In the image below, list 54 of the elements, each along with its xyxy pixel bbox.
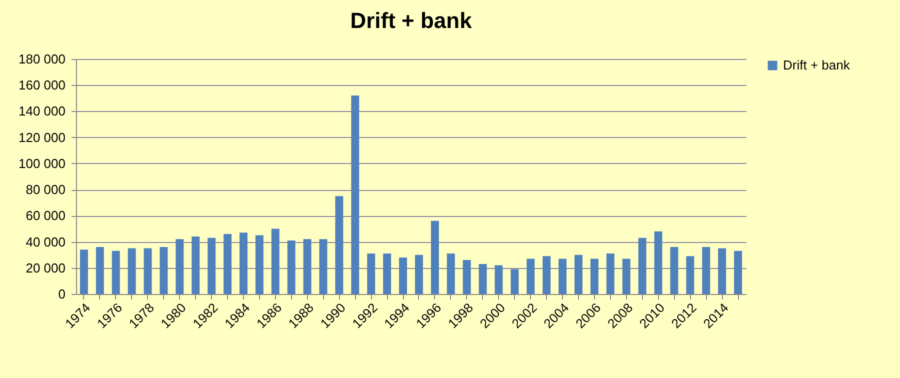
bar — [542, 256, 551, 294]
bar — [702, 247, 710, 294]
y-tick-label: 120 000 — [18, 130, 66, 145]
bar — [462, 260, 471, 294]
bar — [494, 265, 503, 294]
bar — [478, 264, 487, 294]
y-tick-label: 60 000 — [26, 208, 66, 224]
bar — [670, 247, 678, 294]
bar — [510, 269, 519, 294]
bar — [686, 256, 694, 294]
bar — [176, 239, 184, 294]
y-tick-label: 80 000 — [26, 182, 66, 198]
bar — [96, 247, 104, 294]
bar — [160, 247, 168, 294]
bar — [80, 250, 88, 294]
bar — [383, 254, 392, 294]
y-tick-label: 0 — [58, 286, 66, 302]
y-tick-label: 140 000 — [18, 104, 66, 119]
bar — [430, 220, 439, 294]
bar — [734, 250, 742, 294]
bar — [240, 232, 248, 294]
bar — [574, 254, 582, 294]
bar — [192, 236, 200, 294]
bar — [271, 228, 280, 294]
bar — [255, 235, 264, 294]
y-tick-label: 160 000 — [18, 78, 66, 93]
y-tick-label: 20 000 — [26, 260, 66, 276]
bar — [718, 248, 726, 294]
bar — [558, 258, 567, 294]
bar — [224, 234, 232, 294]
bar — [208, 238, 216, 294]
bar — [399, 257, 408, 294]
y-tick-label: 100 000 — [18, 156, 66, 171]
bar — [526, 258, 535, 294]
bar — [351, 96, 360, 294]
y-tick-label: 180 000 — [18, 52, 66, 66]
bar — [303, 239, 312, 294]
bar — [367, 254, 376, 294]
y-tick-label: 40 000 — [26, 234, 66, 250]
bar — [606, 254, 614, 294]
chart-title: Drift + bank — [350, 8, 473, 33]
bar — [112, 250, 120, 294]
bar — [638, 238, 646, 294]
bar — [287, 240, 296, 294]
bar — [335, 196, 344, 294]
bar — [144, 248, 152, 294]
bar — [446, 254, 455, 294]
legend-label: Drift + bank — [783, 58, 850, 72]
bar — [622, 258, 630, 294]
bar — [414, 254, 423, 294]
bar — [128, 248, 136, 294]
bar — [590, 258, 598, 294]
bar — [319, 239, 328, 294]
bar — [654, 231, 662, 294]
